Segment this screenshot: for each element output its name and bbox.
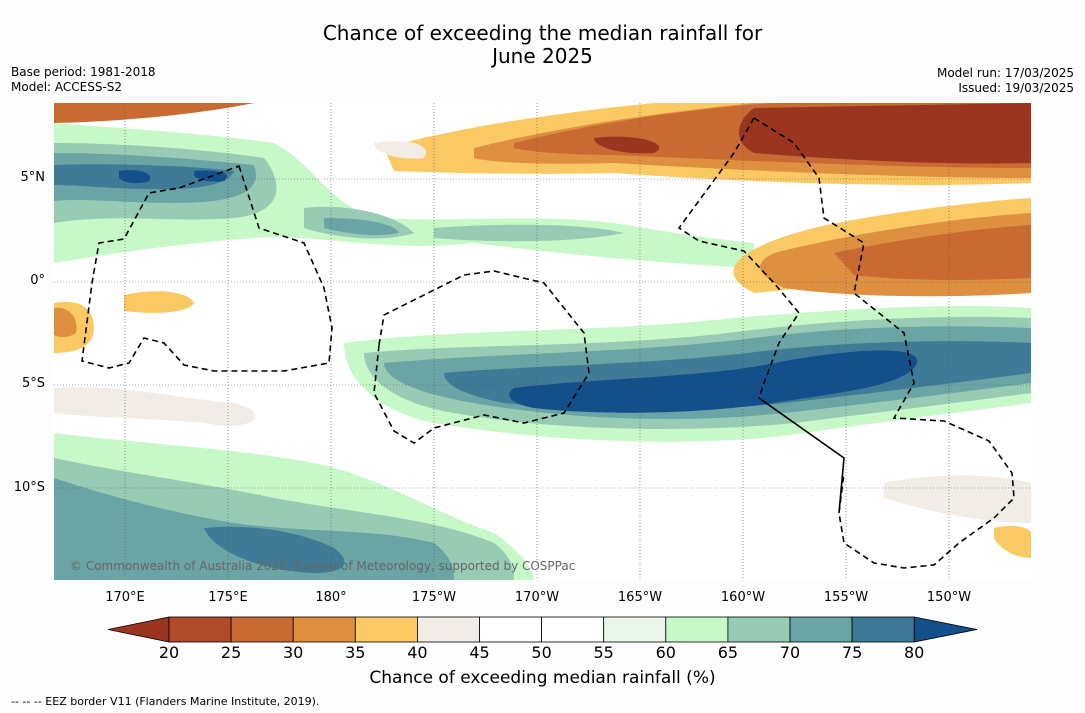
colorbar-tick-label: 35 xyxy=(345,643,366,662)
latitude-label: 10°S xyxy=(13,480,45,495)
colorbar-segment xyxy=(851,616,915,643)
colorbar-segment xyxy=(789,616,853,643)
west-orange-patch xyxy=(54,291,194,406)
copyright-notice: © Commonwealth of Australia 2025, Bureau… xyxy=(70,559,576,573)
colorbar-tick-label: 45 xyxy=(469,643,490,662)
colorbar-extend-low xyxy=(108,616,170,643)
south-deep-blue-band xyxy=(509,350,918,413)
colorbar-segment xyxy=(727,616,791,643)
eez-borders xyxy=(81,117,1015,569)
longitude-label: 155°W xyxy=(823,590,869,605)
map-title: Chance of exceeding the median rainfall … xyxy=(0,22,1085,68)
colorbar-segment xyxy=(665,616,729,643)
colorbar xyxy=(108,616,978,643)
colorbar-segment xyxy=(541,616,605,643)
latitude-label: 0° xyxy=(30,273,45,288)
se-orange-patch xyxy=(994,525,1031,558)
colorbar-tick-label: 40 xyxy=(407,643,428,662)
longitude-label: 170°E xyxy=(105,590,145,605)
colorbar-tick-label: 70 xyxy=(779,643,801,662)
colorbar-tick-label: 60 xyxy=(655,643,676,662)
colorbar-segment xyxy=(230,616,294,643)
colorbar-tick-label: 30 xyxy=(283,643,304,662)
colorbar-tick-label: 65 xyxy=(717,643,739,662)
meta-left: Base period: 1981-2018 Model: ACCESS-S2 xyxy=(11,65,156,95)
ne-deepest-brown-region xyxy=(594,103,1031,164)
colorbar-tick-label: 25 xyxy=(220,643,242,662)
title-line-2: June 2025 xyxy=(492,44,593,68)
grid-lines xyxy=(54,103,1031,580)
longitude-label: 165°W xyxy=(617,590,663,605)
longitude-label: 175°W xyxy=(411,590,457,605)
sw-blue-region xyxy=(204,526,345,573)
colorbar-tick-label: 75 xyxy=(841,643,863,662)
latitude-label: 5°N xyxy=(20,170,46,185)
colorbar-tick-label: 20 xyxy=(158,643,180,662)
colorbar-segment xyxy=(479,616,542,643)
model-run: Model run: 17/03/2025 xyxy=(936,66,1074,80)
model-name: Model: ACCESS-S2 xyxy=(11,80,123,94)
rainfall-map xyxy=(54,103,1031,580)
west-brown-patch xyxy=(54,307,77,338)
longitude-label: 180° xyxy=(315,590,347,605)
light-grey-patches xyxy=(54,141,1031,523)
longitude-label: 175°E xyxy=(208,590,248,605)
solid-border xyxy=(758,397,845,514)
longitude-label: 150°W xyxy=(926,590,972,605)
longitude-label: 170°W xyxy=(514,590,560,605)
colorbar-tick-label: 55 xyxy=(593,643,614,662)
title-line-1: Chance of exceeding the median rainfall … xyxy=(322,21,763,45)
nw-deep-blue-region xyxy=(119,170,228,184)
colorbar-label: Chance of exceeding median rainfall (%) xyxy=(369,668,716,688)
colorbar-segment xyxy=(416,616,480,643)
colorbar-segment xyxy=(603,616,667,643)
latitude-label: 5°S xyxy=(21,376,45,391)
colorbar-tick-label: 50 xyxy=(531,643,552,662)
top-left-brown-strip xyxy=(54,103,254,123)
colorbar-segment xyxy=(354,616,418,643)
colorbar-segment xyxy=(168,616,232,643)
colorbar-tick-label: 80 xyxy=(904,643,925,662)
issued-date: Issued: 19/03/2025 xyxy=(958,81,1074,95)
meta-right: Model run: 17/03/2025 Issued: 19/03/2025 xyxy=(937,66,1074,96)
footnote: -- -- -- EEZ border V11 (Flanders Marine… xyxy=(11,695,320,708)
colorbar-extend-high xyxy=(913,616,978,643)
longitude-label: 160°W xyxy=(720,590,766,605)
base-period: Base period: 1981-2018 xyxy=(11,65,156,79)
colorbar-segment xyxy=(292,616,356,643)
